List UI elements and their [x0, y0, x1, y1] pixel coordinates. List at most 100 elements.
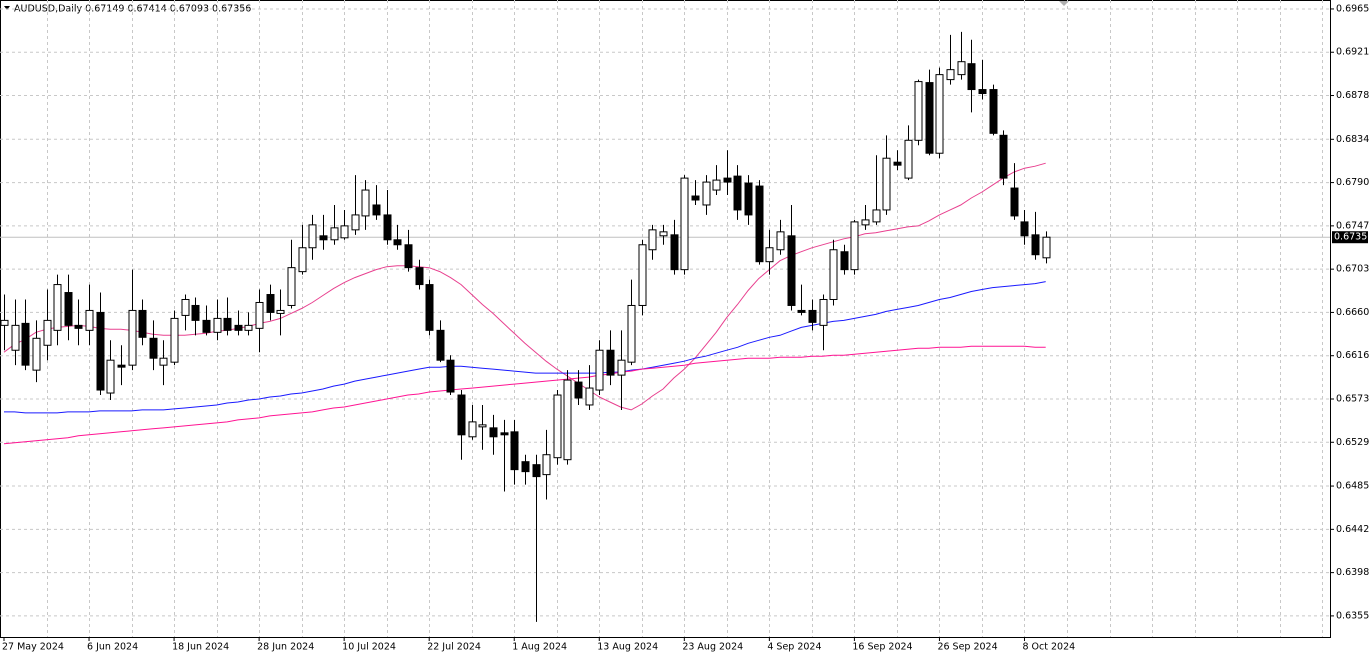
candle-body [478, 424, 487, 428]
price-label-box [1332, 231, 1368, 244]
moving-average [4, 281, 1046, 414]
y-tick-label: 0.63985 [1336, 567, 1369, 578]
candle-body [1020, 221, 1029, 237]
candle-body [957, 61, 966, 76]
candle-body [234, 324, 243, 331]
x-tick-label: 28 Jun 2024 [257, 642, 314, 653]
candle-body [850, 221, 859, 271]
x-tick-label: 4 Sep 2024 [767, 642, 821, 653]
x-tick-label: 10 Jul 2024 [342, 642, 396, 653]
candle-body [574, 381, 583, 399]
candle-body [978, 89, 987, 95]
candle-body [287, 267, 296, 306]
shift-marker [1059, 1, 1069, 6]
y-tick-label: 0.64855 [1336, 481, 1369, 492]
candle-body [223, 317, 232, 331]
candle-body [808, 309, 817, 323]
candle-body [149, 337, 158, 359]
candle-body [255, 301, 264, 329]
candle-body [244, 324, 253, 331]
candle-body [861, 219, 870, 226]
x-tick-label: 16 Sep 2024 [852, 642, 912, 653]
candle-body [723, 177, 732, 183]
candle-body [882, 157, 891, 211]
candle-body [11, 324, 20, 351]
candle-body [446, 359, 455, 393]
candle-body [372, 204, 381, 216]
candle-body [819, 298, 828, 326]
candle-body [1010, 187, 1019, 217]
x-tick-label: 26 Sep 2024 [937, 642, 997, 653]
candle-body [606, 349, 615, 376]
candle-body [702, 181, 711, 206]
candle-body [96, 311, 105, 391]
candle-body [191, 304, 200, 321]
candle-body [585, 387, 594, 406]
candle-body [43, 319, 52, 346]
candle-body [744, 182, 753, 216]
candle-body [319, 235, 328, 241]
candle-body [468, 421, 477, 438]
candle-body [170, 317, 179, 363]
x-tick-label: 22 Jul 2024 [427, 642, 481, 653]
candle-body [361, 189, 370, 217]
candle-body [106, 359, 115, 394]
candle-body [85, 309, 94, 331]
candle-body [351, 214, 360, 231]
candles [0, 31, 1051, 622]
candle-body [213, 317, 222, 333]
candle-body [967, 63, 976, 91]
x-tick-label: 18 Jun 2024 [172, 642, 229, 653]
candle-body [765, 247, 774, 263]
candle-body [1031, 234, 1040, 256]
candle-body [117, 364, 126, 368]
candle-body [425, 284, 434, 331]
candle-body [595, 349, 604, 391]
candle-body [553, 394, 562, 459]
candle-body [680, 177, 689, 271]
candle-body [563, 379, 572, 461]
candle-body [0, 319, 9, 326]
candle-body [64, 292, 73, 326]
candle-body [330, 227, 339, 241]
moving-average [3, 345, 1046, 445]
candle-body [393, 239, 402, 246]
candle-body [500, 432, 509, 436]
candle-body [510, 431, 519, 471]
y-tick-label: 0.66165 [1336, 350, 1369, 361]
candle-body [53, 284, 62, 331]
candle-body [989, 89, 998, 134]
candle-body [914, 81, 923, 141]
candle-body [733, 175, 742, 211]
price-label: 0.67356 [1334, 232, 1369, 243]
candle-body [202, 319, 211, 333]
candle-body [999, 134, 1008, 179]
candle-body [74, 324, 83, 329]
candle-body [159, 357, 168, 366]
candle-body [266, 294, 275, 313]
y-tick-label: 0.67035 [1336, 264, 1369, 275]
candle-body [670, 234, 679, 271]
plot-frame [0, 0, 1331, 638]
candle-body [276, 309, 285, 314]
x-tick-label: 1 Aug 2024 [512, 642, 567, 653]
x-tick-label: 23 Aug 2024 [682, 642, 743, 653]
candle-body [935, 74, 944, 154]
x-tick-label: 8 Oct 2024 [1022, 642, 1075, 653]
candle-body [712, 179, 721, 191]
candle-body [925, 82, 934, 154]
candle-body [383, 214, 392, 241]
candle-body [946, 69, 955, 81]
candle-body [21, 322, 30, 366]
candle-body [904, 139, 913, 179]
candle-body [340, 225, 349, 239]
candle-body [308, 224, 317, 249]
